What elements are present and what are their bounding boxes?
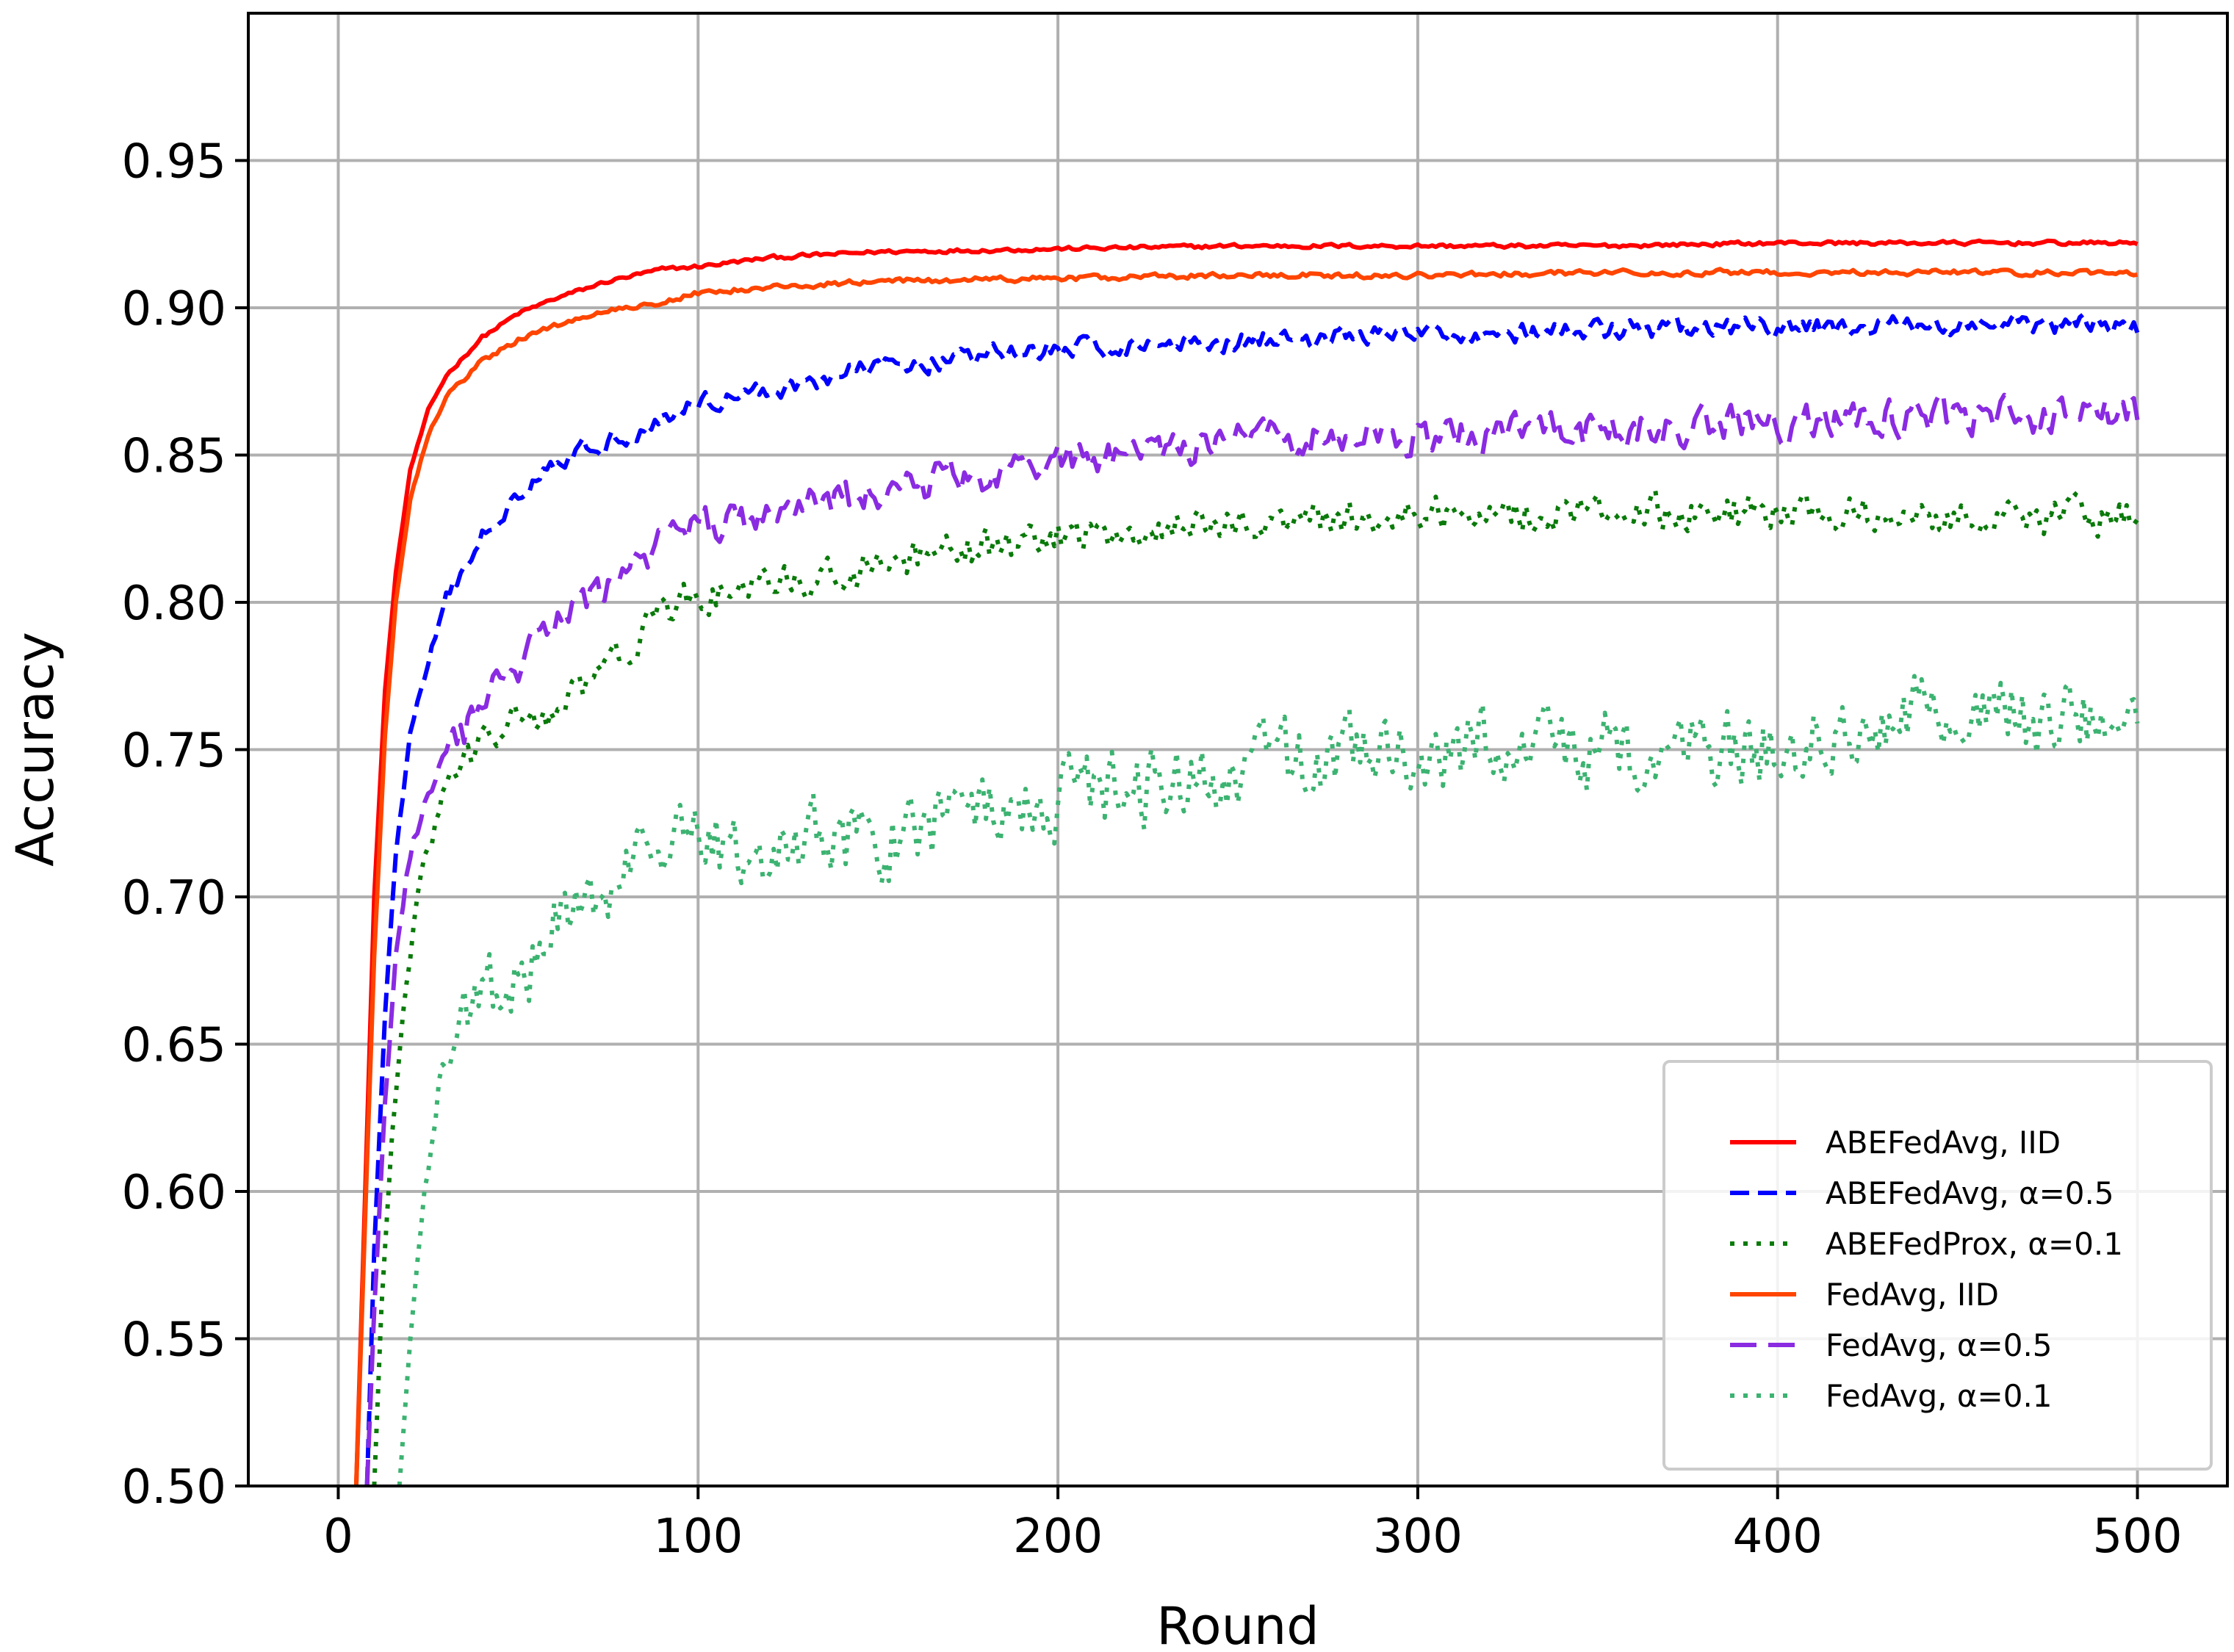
x-tick-label: 200 <box>1013 1509 1103 1564</box>
legend-label: ABEFedProx, α=0.1 <box>1826 1226 2123 1262</box>
series-line <box>364 392 2140 1486</box>
x-tick-label: 400 <box>1733 1509 1823 1564</box>
legend-label: FedAvg, α=0.5 <box>1826 1327 2053 1363</box>
series-line <box>372 488 2139 1486</box>
x-axis-label: Round <box>1156 1596 1319 1652</box>
y-tick-label: 0.75 <box>122 724 227 779</box>
axis-ticks: 0 100 200 300 400 500 0.50 0.55 0.60 0.65 0.70 0.75… <box>122 135 2183 1565</box>
x-tick-label: 100 <box>653 1509 743 1564</box>
x-tick-label: 300 <box>1373 1509 1463 1564</box>
legend: ABEFedAvg, IID ABEFedAvg, α=0.5 ABEFedProx… <box>1662 1060 2213 1471</box>
legend-label: FedAvg, IID <box>1826 1277 1999 1313</box>
series-layer <box>353 238 2140 1486</box>
y-tick-label: 0.85 <box>122 430 227 484</box>
series-line <box>353 267 2138 1486</box>
y-tick-label: 0.60 <box>122 1166 227 1220</box>
legend-label: FedAvg, α=0.1 <box>1826 1378 2053 1414</box>
y-tick-label: 0.70 <box>122 871 227 926</box>
legend-label: ABEFedAvg, α=0.5 <box>1826 1175 2114 1211</box>
series-line <box>397 674 2140 1486</box>
y-tick-label: 0.95 <box>122 135 227 190</box>
legend-label: ABEFedAvg, IID <box>1826 1125 2061 1161</box>
y-axis-label: Accuracy <box>5 632 65 867</box>
x-tick-label: 0 <box>323 1509 353 1564</box>
series-line <box>364 311 2140 1486</box>
y-tick-label: 0.80 <box>122 577 227 631</box>
y-tick-label: 0.90 <box>122 282 227 336</box>
y-tick-label: 0.55 <box>122 1313 227 1368</box>
series-line <box>353 238 2138 1486</box>
y-tick-label: 0.65 <box>122 1019 227 1073</box>
y-tick-label: 0.50 <box>122 1460 227 1515</box>
x-tick-label: 500 <box>2092 1509 2182 1564</box>
legend-box <box>1662 1060 2213 1471</box>
